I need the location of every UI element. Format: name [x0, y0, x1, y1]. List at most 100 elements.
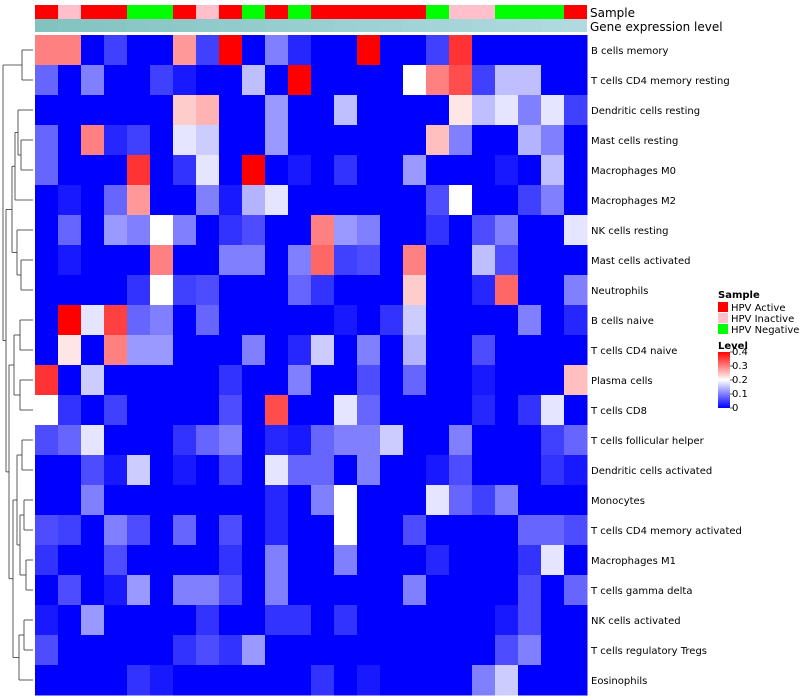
heatmap-cell	[403, 395, 427, 426]
heatmap-cell	[334, 455, 358, 486]
heatmap-cell	[541, 125, 565, 156]
heatmap-cell	[127, 185, 151, 216]
heatmap-cell	[104, 245, 128, 276]
heatmap-cell	[150, 65, 174, 96]
heatmap-cell	[380, 515, 404, 546]
row-label: Neutrophils	[591, 286, 648, 297]
heatmap-cell	[311, 515, 335, 546]
heatmap-cell	[495, 365, 519, 396]
heatmap-cell	[564, 155, 588, 186]
heatmap-cell	[311, 275, 335, 306]
heatmap-cell	[150, 335, 174, 366]
sample-annotation-cell	[472, 5, 495, 19]
heatmap-cell	[495, 125, 519, 156]
heatmap-cell	[380, 545, 404, 576]
heatmap-cell	[564, 635, 588, 666]
heatmap-cell	[242, 515, 266, 546]
heatmap-cell	[357, 485, 381, 516]
heatmap-cell	[449, 245, 473, 276]
heatmap-cell	[219, 575, 243, 606]
heatmap-cell	[518, 125, 542, 156]
heatmap-cell	[173, 275, 197, 306]
heatmap-cell	[357, 35, 381, 66]
heatmap-cell	[311, 575, 335, 606]
heatmap-cell	[58, 65, 82, 96]
heatmap-cell	[495, 185, 519, 216]
heatmap-cell	[127, 275, 151, 306]
heatmap-cell	[150, 665, 174, 696]
heatmap-cell	[173, 305, 197, 336]
heatmap-cell	[495, 275, 519, 306]
row-label: T cells CD4 memory resting	[590, 76, 730, 87]
heatmap-cell	[35, 65, 59, 96]
heatmap-cell	[58, 605, 82, 636]
heatmap-cell	[334, 635, 358, 666]
heatmap-cell	[472, 635, 496, 666]
heatmap-cell	[173, 455, 197, 486]
legend-level-title: Level	[718, 341, 748, 352]
heatmap-cell	[403, 65, 427, 96]
sample-annotation-cell	[81, 5, 104, 19]
heatmap-cell	[311, 545, 335, 576]
heatmap-cell	[219, 215, 243, 246]
heatmap-cell	[173, 125, 197, 156]
sample-annotation-cell	[357, 5, 380, 19]
heatmap-cell	[265, 125, 289, 156]
heatmap-cell	[58, 455, 82, 486]
heatmap-cell	[518, 185, 542, 216]
sample-annotation-cell	[196, 5, 219, 19]
heatmap-cell	[35, 275, 59, 306]
heatmap-cell	[449, 305, 473, 336]
heatmap-cell	[449, 425, 473, 456]
heatmap-cell	[518, 605, 542, 636]
heatmap-cell	[81, 455, 105, 486]
heatmap-cell	[403, 365, 427, 396]
heatmap-cell	[449, 275, 473, 306]
heatmap-cell	[104, 425, 128, 456]
heatmap-cell	[127, 305, 151, 336]
heatmap-cell	[104, 335, 128, 366]
heatmap-cell	[334, 665, 358, 696]
heatmap-cell	[334, 545, 358, 576]
heatmap-cell	[196, 125, 220, 156]
heatmap-cell	[426, 605, 450, 636]
heatmap-cell	[518, 335, 542, 366]
heatmap-cell	[495, 305, 519, 336]
legend-color-bar	[718, 352, 730, 408]
heatmap-cell	[449, 485, 473, 516]
legend-label: HPV Inactive	[731, 314, 794, 325]
heatmap-cell	[104, 215, 128, 246]
heatmap-cell	[242, 575, 266, 606]
heatmap-cell	[564, 95, 588, 126]
heatmap-cell	[150, 545, 174, 576]
sample-annotation-cell	[219, 5, 242, 19]
heatmap-cell	[380, 605, 404, 636]
heatmap-cell	[58, 575, 82, 606]
heatmap-cell	[334, 395, 358, 426]
heatmap-cell	[219, 335, 243, 366]
heatmap-cell	[357, 545, 381, 576]
heatmap-cell	[219, 545, 243, 576]
heatmap-cell	[288, 305, 312, 336]
heatmap-cell	[311, 155, 335, 186]
heatmap-cell	[173, 95, 197, 126]
sample-annotation-cell	[173, 5, 196, 19]
heatmap-cell	[334, 485, 358, 516]
heatmap-cell	[518, 545, 542, 576]
legend-swatch	[718, 302, 728, 312]
heatmap-cell	[380, 275, 404, 306]
heatmap-cell	[81, 575, 105, 606]
heatmap-cell	[196, 305, 220, 336]
heatmap-cell	[426, 215, 450, 246]
heatmap-cell	[35, 575, 59, 606]
heatmap-cell	[150, 35, 174, 66]
heatmap-cell	[518, 665, 542, 696]
heatmap-cell	[449, 635, 473, 666]
heatmap-cell	[242, 395, 266, 426]
heatmap-cell	[196, 215, 220, 246]
legend-tick-label: 0	[732, 403, 738, 414]
heatmap-cell	[334, 35, 358, 66]
